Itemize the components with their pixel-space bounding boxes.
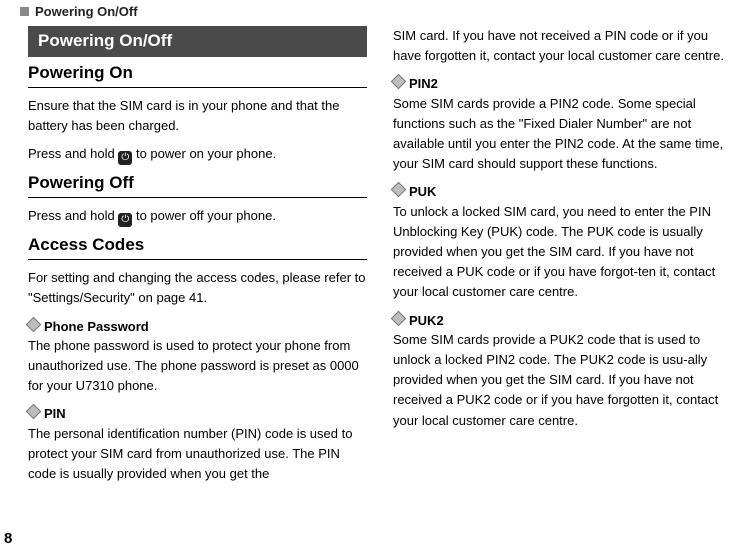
text: Press and hold (28, 208, 118, 223)
rule (28, 87, 367, 88)
bullet-square-icon (20, 7, 29, 16)
diamond-icon (391, 310, 407, 326)
diamond-icon (26, 316, 42, 332)
body-text: Some SIM cards provide a PUK2 code that … (393, 330, 732, 431)
body-text: To unlock a locked SIM card, you need to… (393, 202, 732, 303)
body-text: Press and hold ⏻ to power on your phone. (28, 144, 367, 165)
rule (28, 197, 367, 198)
subhead-label: Phone Password (44, 319, 149, 334)
subhead-puk2: PUK2 (393, 311, 732, 331)
subhead-pin: PIN (28, 404, 367, 424)
diamond-icon (391, 182, 407, 198)
power-key-icon: ⏻ (118, 151, 132, 165)
text: to power off your phone. (136, 208, 276, 223)
subhead-phone-password: Phone Password (28, 317, 367, 337)
body-text: For setting and changing the access code… (28, 268, 367, 308)
text: Press and hold (28, 146, 118, 161)
page: Powering On/Off 8 Powering On/Off Poweri… (0, 0, 744, 553)
subhead-label: PUK2 (409, 313, 444, 328)
left-column: Powering On/Off Powering On Ensure that … (28, 26, 367, 523)
body-text: Press and hold ⏻ to power off your phone… (28, 206, 367, 227)
heading-powering-off: Powering Off (28, 173, 367, 193)
body-text: The personal identification number (PIN)… (28, 424, 367, 484)
text: to power on your phone. (136, 146, 276, 161)
body-text: The phone password is used to protect yo… (28, 336, 367, 396)
diamond-icon (391, 74, 407, 90)
subhead-label: PIN2 (409, 76, 438, 91)
page-number: 8 (4, 530, 12, 547)
running-head-text: Powering On/Off (35, 4, 138, 19)
body-text: SIM card. If you have not received a PIN… (393, 26, 732, 66)
subhead-label: PIN (44, 406, 66, 421)
section-bar: Powering On/Off (28, 26, 367, 57)
diamond-icon (26, 404, 42, 420)
subhead-pin2: PIN2 (393, 74, 732, 94)
body-text: Ensure that the SIM card is in your phon… (28, 96, 367, 136)
subhead-puk: PUK (393, 182, 732, 202)
power-key-icon: ⏻ (118, 213, 132, 227)
rule (28, 259, 367, 260)
columns: Powering On/Off Powering On Ensure that … (28, 26, 732, 523)
right-column: SIM card. If you have not received a PIN… (393, 26, 732, 523)
running-head: Powering On/Off (20, 4, 138, 19)
subhead-label: PUK (409, 184, 436, 199)
heading-powering-on: Powering On (28, 63, 367, 83)
heading-access-codes: Access Codes (28, 235, 367, 255)
body-text: Some SIM cards provide a PIN2 code. Some… (393, 94, 732, 175)
